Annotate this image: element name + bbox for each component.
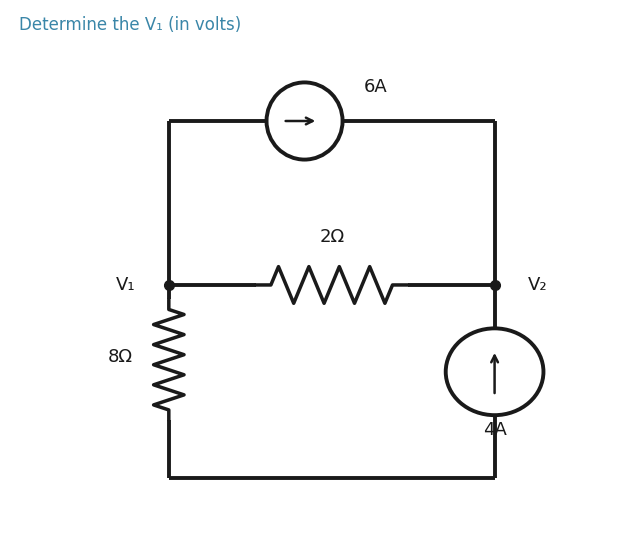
Text: 8Ω: 8Ω <box>107 349 133 366</box>
Text: V₂: V₂ <box>528 276 548 294</box>
Text: V₁: V₁ <box>115 276 135 294</box>
Text: 2Ω: 2Ω <box>319 228 344 246</box>
Text: Determine the V₁ (in volts): Determine the V₁ (in volts) <box>19 16 241 35</box>
Text: 6A: 6A <box>363 78 387 96</box>
Text: 4A: 4A <box>482 421 507 438</box>
